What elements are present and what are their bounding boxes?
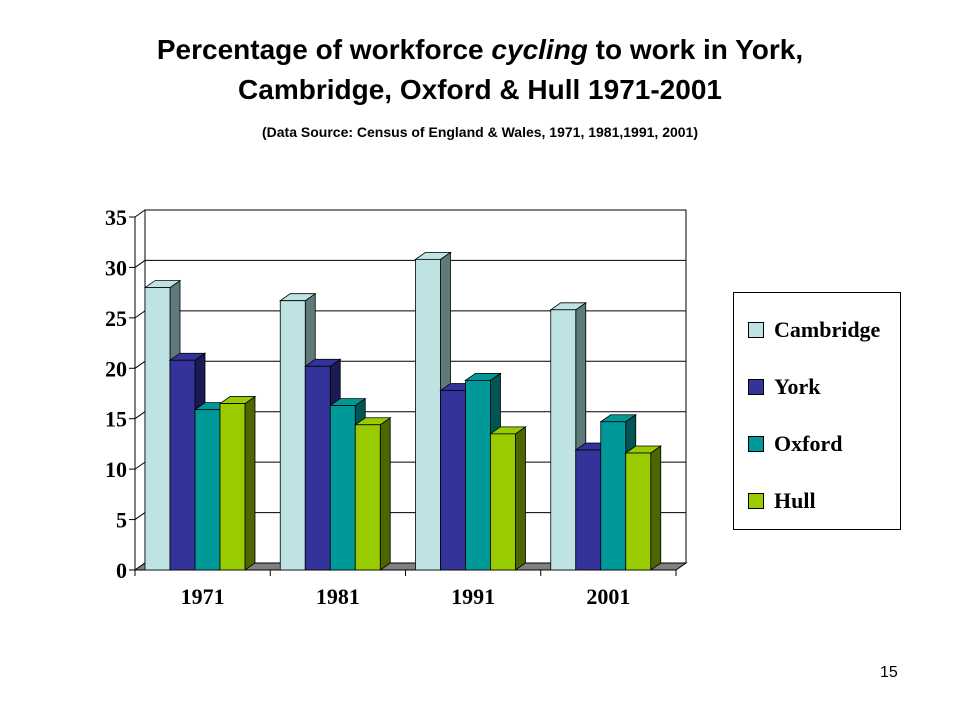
x-tick-label: 1971	[181, 584, 225, 609]
bar-side	[379, 416, 391, 571]
grid-diagonal	[134, 209, 146, 218]
grid-diagonal	[134, 310, 146, 319]
title-text-start: Percentage of workforce	[156, 34, 492, 65]
legend-label-hull: Hull	[774, 488, 816, 513]
legend-item-oxford: Oxford	[748, 429, 842, 459]
grid-diagonal	[134, 512, 146, 520]
legend-label-oxford: Oxford	[774, 431, 843, 456]
x-tick-label: 1991	[451, 584, 495, 609]
bar-oxford-2001	[600, 421, 627, 571]
legend-label-cambridge: Cambridge	[774, 317, 881, 342]
y-tick-label: 25	[105, 306, 127, 331]
bar-hull-1991	[490, 433, 516, 571]
bar-york-1981	[304, 365, 331, 571]
bar-side	[515, 426, 526, 571]
bar-cambridge-1981	[279, 300, 306, 571]
grid-diagonal	[134, 461, 146, 470]
legend-swatch-hull	[748, 493, 764, 509]
grid-diagonal	[134, 411, 146, 420]
chart-title-line-2: Cambridge, Oxford & Hull 1971-2001	[238, 74, 722, 105]
title-emphasis: cycling	[491, 34, 588, 65]
bar-hull-1981	[354, 424, 381, 571]
legend-item-hull: Hull	[748, 486, 816, 516]
bar-oxford-1981	[329, 405, 356, 571]
legend-label-york: York	[774, 374, 821, 399]
legend-item-york: York	[748, 372, 820, 402]
bar-hull-1971	[219, 403, 246, 571]
y-tick-label: 35	[105, 205, 127, 230]
y-tick-label: 5	[116, 508, 127, 533]
chart-legend: Cambridge York Oxford Hull	[733, 292, 901, 530]
bar-hull-2001	[625, 452, 652, 571]
chart-subtitle: (Data Source: Census of England & Wales,…	[262, 124, 698, 140]
grid-diagonal	[134, 360, 146, 369]
title-text-end: to work in York,	[587, 34, 804, 65]
legend-swatch-york	[748, 379, 764, 395]
bar-oxford-1971	[194, 409, 221, 571]
bar-oxford-1991	[465, 379, 491, 571]
bar-york-1991	[440, 390, 466, 571]
legend-item-cambridge: Cambridge	[748, 315, 880, 345]
chart-title-line-1: Percentage of workforce cycling to work …	[0, 30, 960, 70]
page-number: 15	[880, 664, 898, 681]
legend-swatch-cambridge	[748, 322, 764, 338]
chart-title: Percentage of workforce cycling to work …	[0, 30, 960, 110]
bar-cambridge-1971	[144, 287, 171, 571]
bar-side	[244, 395, 256, 571]
legend-swatch-oxford	[748, 436, 764, 452]
x-tick-label: 1981	[316, 584, 360, 609]
y-tick-label: 15	[105, 407, 127, 432]
bar-side	[650, 445, 662, 571]
bar-york-2001	[575, 449, 602, 571]
bar-cambridge-1991	[415, 258, 441, 571]
y-tick-label: 20	[105, 356, 127, 381]
grid-diagonal	[134, 260, 146, 268]
y-tick-label: 0	[116, 558, 127, 583]
x-tick-label: 2001	[586, 584, 630, 609]
y-tick-label: 30	[105, 255, 127, 280]
bar-cambridge-2001	[550, 309, 577, 571]
y-tick-label: 10	[105, 457, 127, 482]
bar-york-1971	[169, 359, 196, 571]
